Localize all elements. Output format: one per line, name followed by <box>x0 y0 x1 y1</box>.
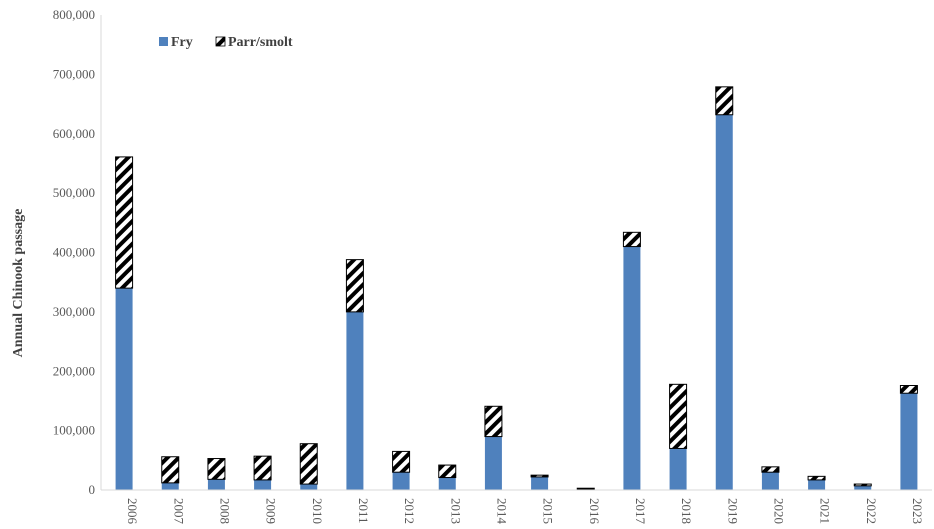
bar-parr-smolt <box>715 86 734 116</box>
bar-parr-smolt <box>115 156 134 289</box>
bar-parr-smolt <box>622 231 641 248</box>
legend-swatch-fry <box>159 37 168 46</box>
x-tick-label: 2020 <box>771 498 786 524</box>
bar-fry <box>623 246 641 490</box>
x-tick-label: 2022 <box>864 498 879 524</box>
bar-parr-smolt <box>392 450 411 473</box>
y-axis: 0 100,000 200,000 300,000 400,000 500,000 600,… <box>53 7 95 497</box>
y-tick-label: 200,000 <box>53 363 95 378</box>
x-tick-label: 2019 <box>725 498 740 524</box>
bar-fry <box>900 393 918 490</box>
bar-fry <box>531 476 549 490</box>
bar-parr-smolt <box>853 483 872 487</box>
bar-parr-smolt <box>299 443 318 485</box>
x-tick-label: 2011 <box>356 498 371 524</box>
bar-fry <box>438 477 456 490</box>
y-tick-label: 400,000 <box>53 245 95 260</box>
x-tick-label: 2013 <box>448 498 463 524</box>
bar-parr-smolt <box>576 487 595 490</box>
bar-fry <box>161 482 179 490</box>
legend-swatch-parr-smolt <box>215 36 226 47</box>
x-tick-label: 2014 <box>494 498 509 525</box>
bar-fry <box>854 485 872 490</box>
bar-parr-smolt <box>807 475 826 481</box>
bars <box>115 86 918 490</box>
y-tick-label: 100,000 <box>53 423 95 438</box>
bar-parr-smolt <box>207 458 226 480</box>
bar-fry <box>115 288 133 490</box>
x-tick-label: 2007 <box>171 498 186 525</box>
y-axis-title: Annual Chinook passage <box>11 209 26 358</box>
x-tick-label: 2010 <box>310 498 325 524</box>
x-tick-label: 2008 <box>217 498 232 524</box>
bar-parr-smolt <box>253 455 272 481</box>
x-tick-label: 2023 <box>910 498 925 524</box>
bar-fry <box>761 472 779 490</box>
bar-parr-smolt <box>438 464 457 479</box>
x-tick-label: 2016 <box>587 498 602 525</box>
y-tick-label: 800,000 <box>53 7 95 22</box>
bar-parr-smolt <box>484 405 503 438</box>
x-tick-label: 2012 <box>402 498 417 524</box>
bar-fry <box>392 472 410 490</box>
bar-fry <box>254 479 272 490</box>
y-tick-label: 0 <box>89 482 96 497</box>
legend-label-parr-smolt: Parr/smolt <box>228 35 293 50</box>
bar-parr-smolt <box>669 383 688 449</box>
bar-fry <box>207 479 225 490</box>
y-tick-label: 700,000 <box>53 66 95 81</box>
x-tick-label: 2018 <box>679 498 694 524</box>
y-tick-label: 300,000 <box>53 304 95 319</box>
bar-fry <box>669 448 687 490</box>
x-axis: 2006 2007 2008 2009 2010 2011 2012 2013 2014 2015… <box>125 498 925 525</box>
bar-fry <box>346 311 364 490</box>
y-tick-label: 500,000 <box>53 185 95 200</box>
bar-fry <box>484 436 502 490</box>
x-tick-label: 2006 <box>125 498 140 525</box>
x-tick-label: 2015 <box>541 498 556 524</box>
bar-fry <box>715 114 733 490</box>
bar-parr-smolt <box>761 466 780 473</box>
bar-fry <box>808 479 826 490</box>
bar-parr-smolt <box>345 259 364 313</box>
x-tick-label: 2017 <box>633 498 648 525</box>
legend: Fry Parr/smolt <box>159 35 293 50</box>
bar-parr-smolt <box>899 385 918 394</box>
bar-parr-smolt <box>530 474 549 478</box>
bar-parr-smolt <box>161 456 180 484</box>
x-tick-label: 2009 <box>264 498 279 524</box>
x-tick-label: 2021 <box>818 498 833 524</box>
legend-label-fry: Fry <box>171 35 193 50</box>
bar-fry <box>300 484 318 490</box>
y-tick-label: 600,000 <box>53 126 95 141</box>
